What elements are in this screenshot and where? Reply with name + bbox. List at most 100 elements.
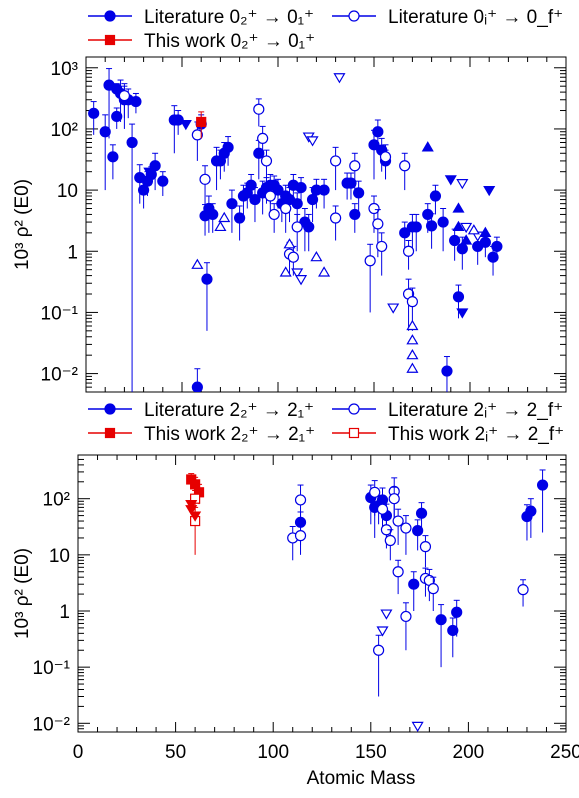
data-point <box>525 505 537 517</box>
data-point <box>402 245 415 257</box>
data-point <box>279 266 292 277</box>
panel-1: 10⁻² 10⁻¹ 1 10 10² 10³ 10³ ρ² (E0) Literature 0… <box>12 7 567 393</box>
data-point <box>126 136 138 149</box>
data-point <box>373 644 385 656</box>
data-point <box>345 177 357 189</box>
data-point <box>283 238 296 249</box>
data-point <box>449 234 461 247</box>
legend-marker <box>104 34 116 46</box>
data-point <box>218 211 231 223</box>
legend-label: Literature 0₂⁺ → 0₁⁺ <box>144 7 314 28</box>
plot-frame <box>77 454 567 733</box>
data-point <box>364 255 376 267</box>
data-point <box>330 155 342 167</box>
data-point <box>415 507 428 519</box>
plot-frame <box>85 56 567 393</box>
x-tick-label: 0 <box>73 742 84 763</box>
data-point <box>376 503 389 515</box>
data-point <box>479 236 491 248</box>
data-point <box>226 198 238 210</box>
legend-marker <box>348 427 360 439</box>
data-point <box>452 291 465 303</box>
data-point <box>179 119 192 131</box>
data-point <box>369 486 381 498</box>
data-point <box>118 90 131 102</box>
y-tick-label: 1 <box>59 602 70 623</box>
panel-2: 0 50 100 150 200 250 10⁻² 10⁻¹ 1 10 10² 10³ ρ² (E0)… <box>12 400 579 789</box>
legend-label: This work 2ᵢ⁺ → 2_f⁺ <box>388 424 564 445</box>
series-2 <box>287 477 529 697</box>
data-point <box>107 151 119 163</box>
x-tick-label: 250 <box>550 742 579 763</box>
data-point <box>406 362 419 373</box>
data-point <box>291 221 303 233</box>
data-point <box>406 348 419 360</box>
data-point <box>280 202 292 215</box>
y-tick-label: 10⁻² <box>33 714 71 735</box>
data-point <box>452 202 465 213</box>
data-point <box>372 218 384 230</box>
legend-marker <box>348 10 360 22</box>
y-tick-label: 10⁻¹ <box>41 303 79 324</box>
data-point <box>253 147 265 159</box>
data-point <box>88 107 100 119</box>
series-1 <box>88 68 503 392</box>
data-point <box>303 221 315 233</box>
marker-group-2 <box>421 141 492 245</box>
data-point <box>191 129 203 141</box>
data-point <box>260 155 273 167</box>
data-point <box>451 606 463 618</box>
data-point <box>306 136 319 147</box>
data-point <box>444 175 457 186</box>
data-point <box>429 190 442 202</box>
data-point <box>426 220 438 232</box>
y-axis-label: 10³ ρ² (E0) <box>12 548 33 639</box>
data-point <box>460 222 473 234</box>
data-point <box>143 167 156 178</box>
data-point <box>406 334 419 345</box>
data-point <box>287 251 299 263</box>
data-point <box>189 511 202 522</box>
data-point <box>318 184 330 196</box>
legend-marker <box>104 427 116 439</box>
data-layer <box>185 469 549 732</box>
legend-label: This work 2₂⁺ → 2₁⁺ <box>144 424 315 445</box>
data-point <box>467 224 480 235</box>
x-axis-label: Atomic Mass <box>307 768 416 789</box>
data-point <box>379 151 392 163</box>
data-point <box>456 243 468 255</box>
data-point <box>185 500 198 511</box>
data-point <box>399 227 411 239</box>
data-point <box>412 525 424 537</box>
y-tick-label: 10 <box>49 546 70 567</box>
data-point <box>441 365 453 377</box>
data-point <box>392 566 404 578</box>
data-point <box>517 584 529 596</box>
data-point <box>376 240 388 253</box>
data-point <box>257 132 269 145</box>
data-point <box>422 208 434 221</box>
data-point <box>368 202 380 215</box>
data-point <box>295 181 307 194</box>
data-point <box>353 187 365 199</box>
series-3 <box>186 473 205 505</box>
data-point <box>333 73 346 84</box>
data-point <box>349 160 361 172</box>
y-tick-label: 1 <box>67 242 78 263</box>
data-point <box>196 116 207 128</box>
series-1 <box>294 469 549 668</box>
data-point <box>435 614 447 626</box>
y-tick-label: 10⁻¹ <box>33 658 71 679</box>
data-point <box>234 212 246 224</box>
series-3 <box>196 111 207 139</box>
marker-group-1 <box>185 500 202 522</box>
x-tick-label: 50 <box>165 742 186 763</box>
data-point <box>388 493 400 505</box>
series-2 <box>118 83 418 331</box>
data-point <box>419 541 432 553</box>
data-point <box>253 103 265 115</box>
data-point <box>318 266 331 277</box>
data-point <box>207 208 219 221</box>
data-point <box>460 234 473 245</box>
